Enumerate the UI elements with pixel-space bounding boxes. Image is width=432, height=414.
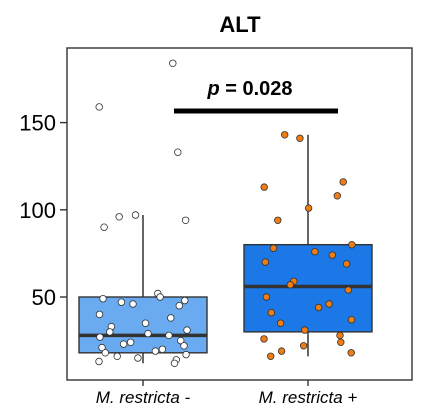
data-point: [119, 340, 128, 348]
data-point: [276, 319, 285, 327]
data-point: [347, 316, 356, 324]
data-point: [325, 300, 333, 308]
data-point: [100, 223, 108, 231]
data-point: [347, 349, 355, 357]
data-point: [304, 204, 313, 212]
data-point: [342, 260, 351, 268]
data-point: [113, 352, 121, 360]
data-point: [314, 303, 323, 312]
plot-frame: [66, 47, 413, 381]
data-point: [277, 347, 286, 355]
data-point: [274, 216, 282, 224]
data-point: [170, 359, 179, 367]
data-point: [180, 342, 188, 350]
data-point: [286, 281, 294, 289]
data-point: [129, 300, 137, 308]
data-point: [339, 178, 347, 186]
data-point: [95, 357, 103, 366]
data-point: [348, 240, 356, 249]
data-point: [260, 183, 268, 191]
x-tick-label: M. restricta -: [96, 388, 191, 407]
data-point: [98, 343, 106, 352]
data-point: [337, 338, 345, 346]
data-point: [336, 331, 344, 340]
data-point: [262, 293, 271, 301]
data-point: [95, 310, 104, 319]
data-point: [117, 298, 126, 306]
x-axis: M. restricta - M. restricta +: [96, 380, 358, 407]
data-point: [174, 148, 182, 156]
data-point: [296, 134, 304, 142]
boxes-layer: [78, 134, 373, 364]
p-symbol: p: [206, 78, 219, 100]
data-point: [344, 286, 352, 294]
data-point: [175, 302, 183, 310]
p-value-label: p = 0.028: [206, 78, 292, 100]
data-point: [183, 326, 191, 334]
y-tick-label: 50: [32, 285, 56, 310]
data-point: [311, 247, 319, 256]
data-point: [101, 349, 109, 357]
data-point: [126, 338, 135, 346]
y-axis: 50 100 150: [19, 111, 67, 310]
data-point: [106, 328, 114, 336]
data-point: [299, 342, 308, 350]
data-point: [96, 333, 104, 341]
data-point: [267, 309, 275, 317]
data-point: [115, 213, 123, 221]
data-point: [151, 347, 160, 355]
data-point: [176, 336, 185, 345]
x-tick-label: M. restricta +: [259, 388, 358, 407]
data-point: [99, 295, 107, 303]
data-point: [158, 345, 167, 353]
data-point: [144, 329, 152, 338]
data-point: [141, 319, 150, 327]
p-value-text: = 0.028: [220, 78, 293, 100]
data-point: [167, 314, 175, 322]
data-point: [181, 216, 190, 224]
data-point: [156, 293, 164, 301]
data-point: [165, 331, 173, 340]
data-point: [301, 326, 309, 334]
points-layer: [95, 59, 356, 367]
chart-title: ALT: [219, 12, 261, 37]
data-point: [328, 251, 336, 259]
data-point: [269, 244, 278, 252]
data-point: [169, 59, 177, 67]
data-point: [182, 350, 190, 359]
data-point: [95, 103, 103, 111]
data-point: [260, 335, 268, 343]
y-tick-label: 150: [19, 111, 56, 136]
data-point: [281, 131, 289, 139]
y-tick-label: 100: [19, 198, 56, 223]
data-point: [261, 258, 269, 266]
data-point: [333, 192, 341, 200]
data-point: [181, 296, 189, 305]
data-point: [131, 211, 140, 219]
data-point: [267, 352, 275, 360]
data-point: [134, 354, 142, 362]
